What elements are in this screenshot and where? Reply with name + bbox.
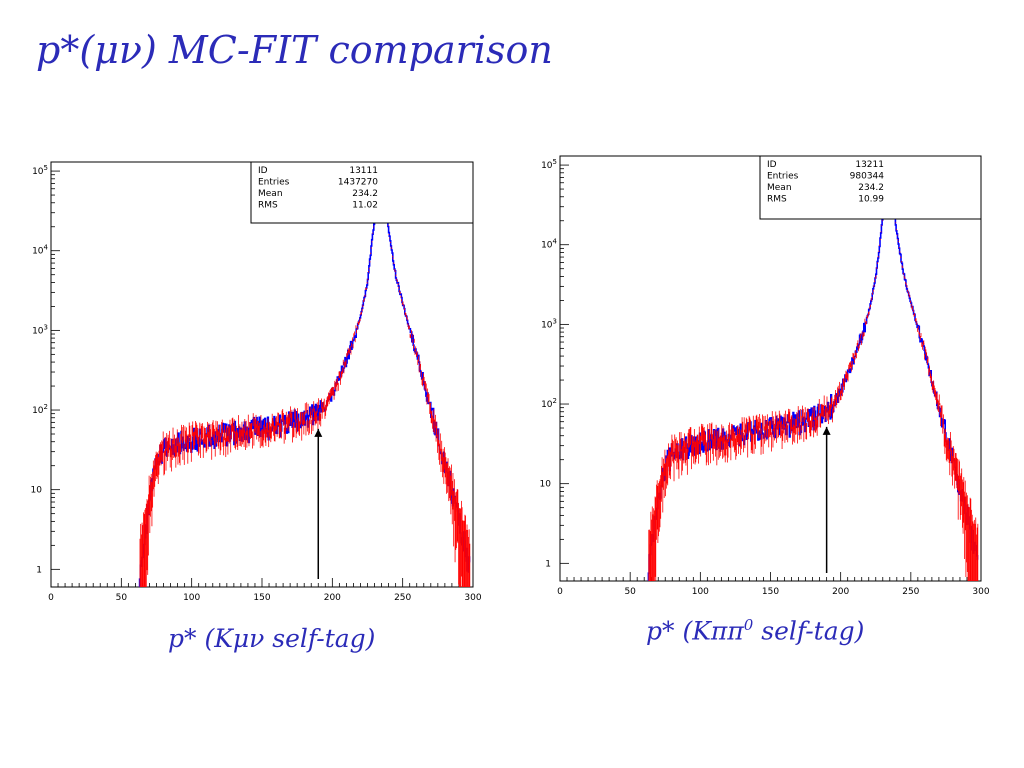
caption-kpipi0-suffix: self-tag) — [753, 616, 865, 646]
stats-label: ID — [258, 166, 268, 176]
caption-kpipi0-sup: 0 — [743, 616, 754, 634]
stats-value: 10.99 — [858, 195, 884, 205]
x-tick-label: 250 — [394, 593, 411, 603]
mc-histogram-line — [138, 177, 471, 587]
y-tick-label: 105 — [541, 158, 557, 171]
y-tick-label: 105 — [32, 164, 48, 177]
plot-frame — [559, 155, 982, 582]
y-tick-label: 104 — [32, 244, 48, 257]
stats-value: 13111 — [349, 166, 378, 176]
threshold-arrow-head — [822, 426, 831, 435]
y-tick-label: 1 — [36, 565, 42, 575]
x-tick-label: 50 — [624, 587, 636, 597]
stats-value: 1437270 — [338, 178, 378, 188]
x-tick-label: 50 — [116, 593, 128, 603]
y-tick-label: 103 — [541, 317, 557, 330]
stats-label: ID — [767, 160, 777, 170]
stats-label: Mean — [258, 189, 283, 199]
x-tick-label: 200 — [832, 587, 849, 597]
stats-label: RMS — [767, 195, 787, 205]
x-tick-label: 0 — [48, 593, 54, 603]
y-tick-label: 102 — [541, 397, 557, 410]
stats-value: 11.02 — [352, 201, 378, 211]
caption-kmunu-text: p* (Kμν self-tag) — [168, 624, 376, 653]
stats-value: 234.2 — [858, 183, 884, 193]
y-tick-label: 104 — [541, 238, 557, 251]
caption-kmunu: p* (Kμν self-tag) — [168, 624, 375, 653]
x-tick-label: 200 — [324, 593, 341, 603]
x-tick-label: 100 — [692, 587, 709, 597]
stats-value: 13211 — [855, 160, 884, 170]
stats-label: Entries — [767, 172, 799, 182]
x-tick-label: 300 — [972, 587, 989, 597]
y-tick-label: 10 — [540, 480, 552, 490]
stats-label: Mean — [767, 183, 792, 193]
slide-title: p*(μν) MC-FIT comparison — [36, 28, 553, 72]
x-tick-label: 300 — [464, 593, 481, 603]
x-tick-label: 100 — [183, 593, 200, 603]
stats-box — [250, 161, 474, 224]
y-tick-label: 10 — [31, 486, 43, 496]
y-tick-label: 1 — [545, 559, 551, 569]
y-tick-label: 102 — [32, 403, 48, 416]
x-tick-label: 250 — [902, 587, 919, 597]
plot-frame — [50, 161, 474, 588]
stats-label: RMS — [258, 201, 278, 211]
y-tick-label: 103 — [32, 323, 48, 336]
caption-kpipi0-text: p* (Kππ — [646, 616, 744, 646]
x-tick-label: 0 — [557, 587, 563, 597]
caption-kpipi0: p* (Kππ0 self-tag) — [646, 616, 864, 645]
stats-label: Entries — [258, 178, 290, 188]
threshold-arrow-head — [314, 428, 323, 437]
x-tick-label: 150 — [762, 587, 779, 597]
mc-histogram-line — [647, 180, 979, 581]
stats-value: 980344 — [850, 172, 885, 182]
stats-value: 234.2 — [352, 189, 378, 199]
stats-box — [759, 155, 982, 220]
x-tick-label: 150 — [253, 593, 270, 603]
